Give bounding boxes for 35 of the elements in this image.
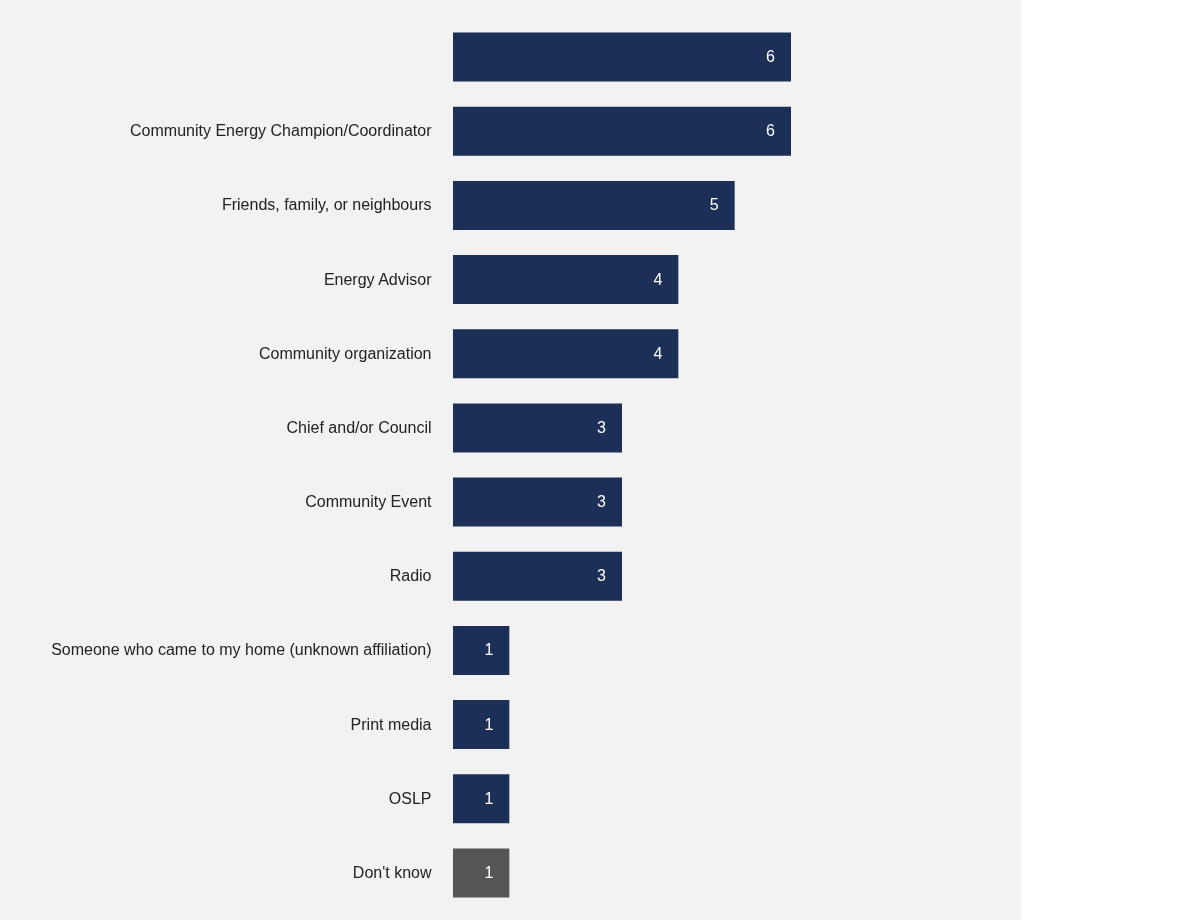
data-label: 6 bbox=[766, 48, 776, 66]
data-label: 1 bbox=[484, 715, 494, 733]
bar bbox=[453, 403, 622, 453]
y-tick-label: Energy Advisor bbox=[323, 270, 433, 288]
y-tick-label: Community Energy Champion/Coordinator bbox=[130, 122, 433, 140]
y-tick-label: Community organization bbox=[258, 344, 432, 362]
y-tick-label: Chief and/or Council bbox=[286, 418, 432, 436]
y-tick-label: Don't know bbox=[352, 863, 432, 881]
bar bbox=[453, 625, 510, 675]
data-label: 1 bbox=[484, 789, 494, 807]
y-tick-label: Community Event bbox=[305, 493, 433, 511]
bar bbox=[453, 180, 735, 230]
bar bbox=[453, 255, 679, 305]
bar bbox=[453, 700, 510, 750]
bar bbox=[453, 32, 791, 82]
y-tick-label: Friends, family, or neighbours bbox=[221, 196, 432, 214]
bar bbox=[453, 551, 622, 601]
bar bbox=[453, 477, 622, 527]
bar bbox=[453, 774, 510, 824]
data-label: 1 bbox=[484, 641, 494, 659]
data-label: 6 bbox=[766, 122, 776, 140]
data-label: 1 bbox=[484, 863, 494, 881]
data-label: 4 bbox=[653, 270, 663, 288]
data-label: 3 bbox=[597, 567, 607, 585]
bar bbox=[453, 106, 791, 156]
y-tick-label: OSLP bbox=[388, 789, 432, 807]
y-tick-label: Radio bbox=[389, 567, 432, 585]
bar bbox=[453, 329, 679, 379]
y-tick-label: Print media bbox=[350, 715, 432, 733]
y-tick-label: Someone who came to my home (unknown affiliation) bbox=[51, 641, 432, 659]
data-label: 4 bbox=[653, 344, 663, 362]
bar bbox=[453, 848, 510, 898]
data-label: 3 bbox=[597, 493, 607, 511]
data-label: 3 bbox=[597, 418, 607, 436]
data-label: 5 bbox=[709, 196, 719, 214]
